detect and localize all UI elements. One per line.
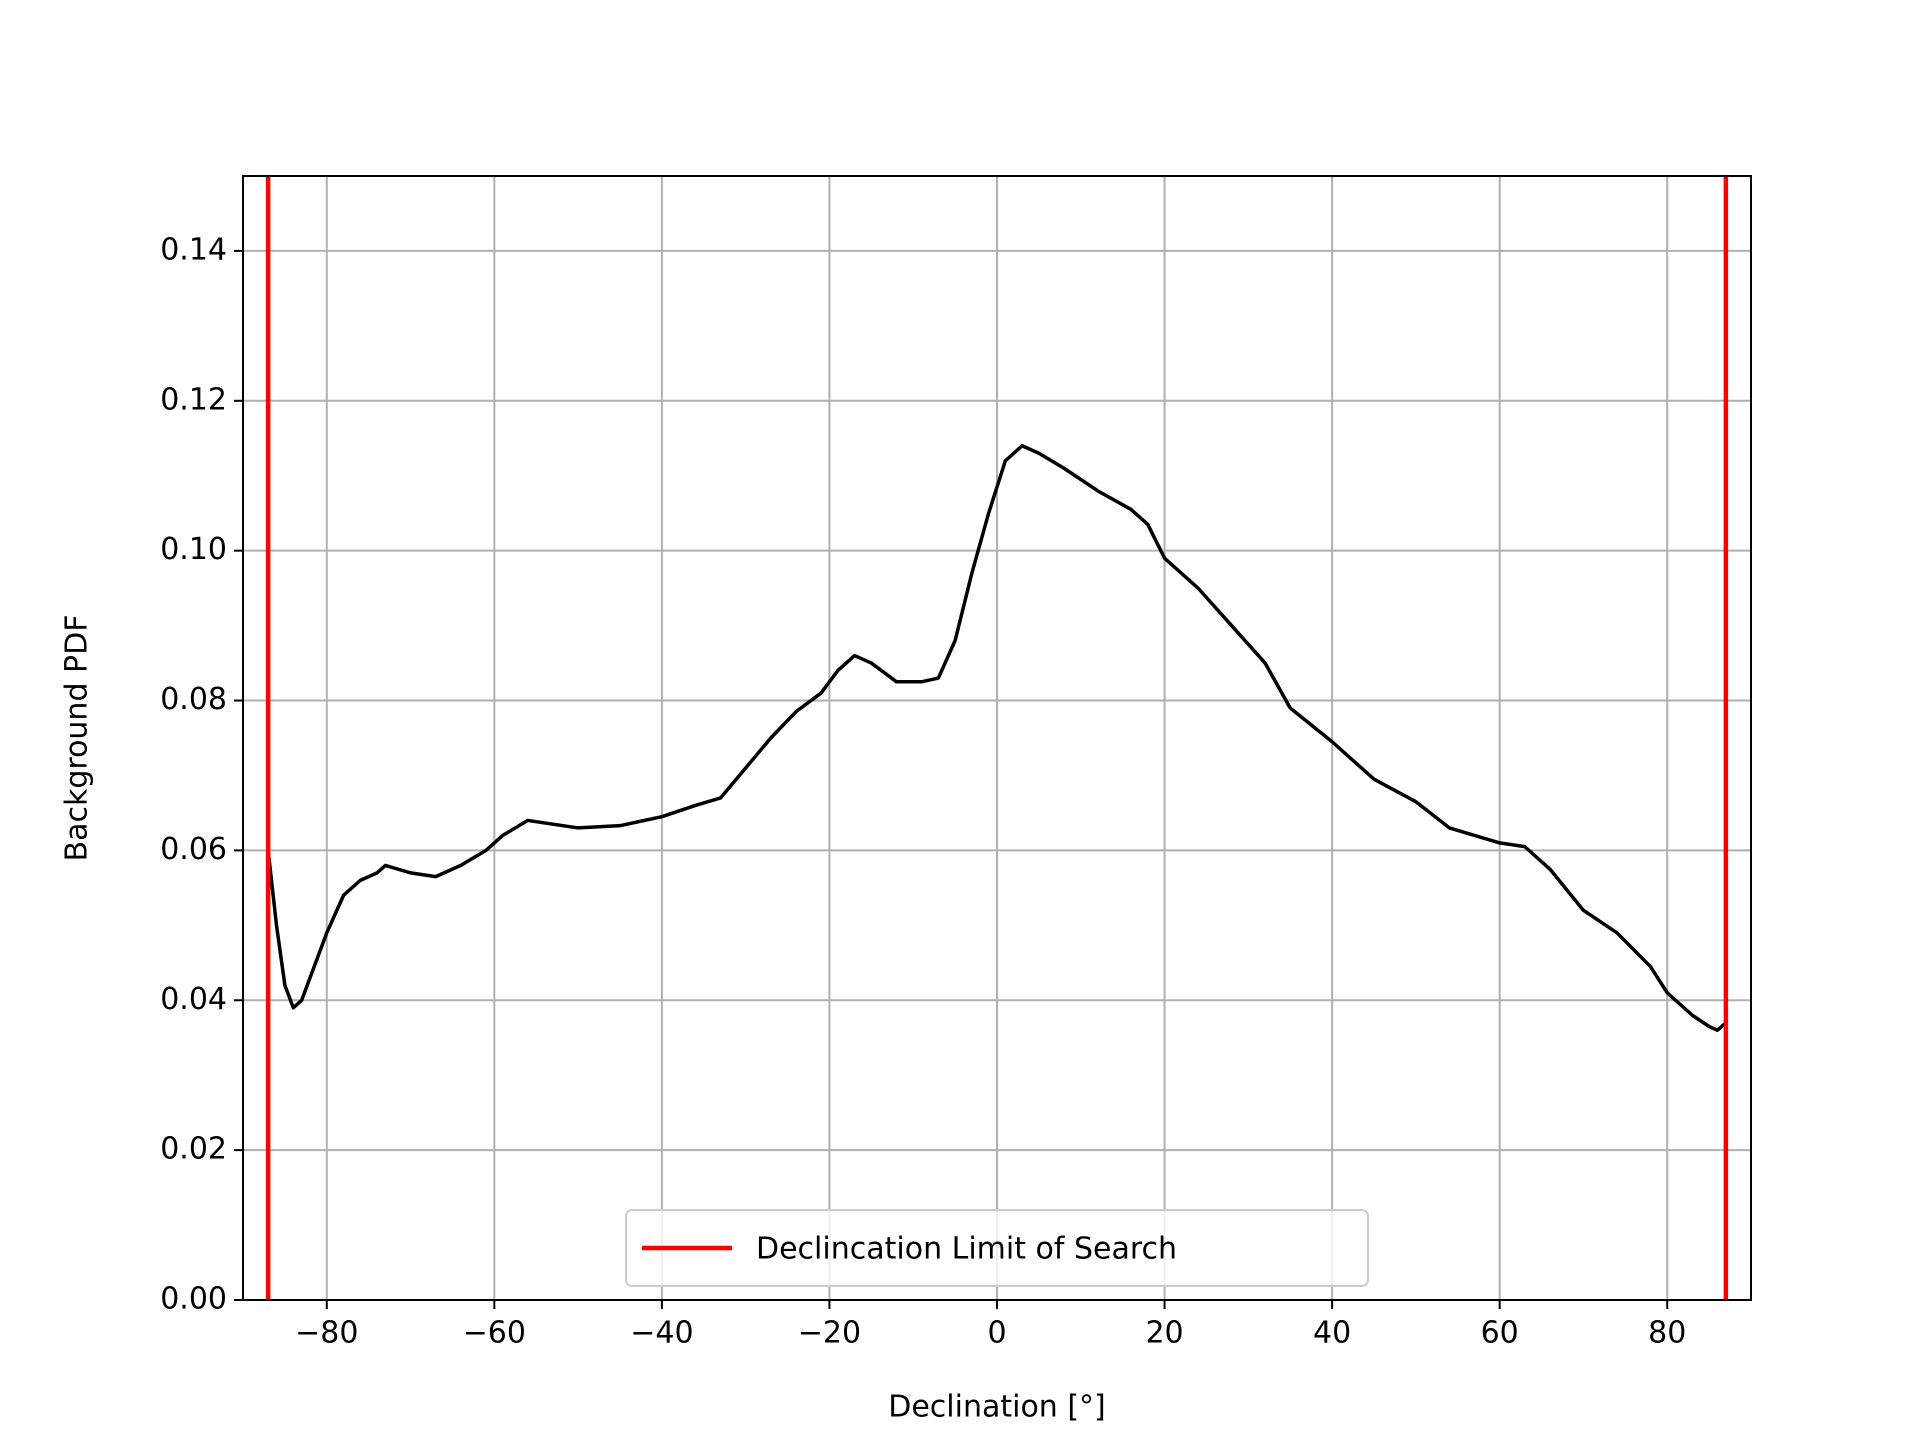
y-tick-label: 0.04 — [160, 982, 227, 1017]
y-tick-label: 0.02 — [160, 1132, 227, 1167]
y-tick-label: 0.14 — [160, 232, 227, 267]
x-tick-label: −60 — [463, 1316, 526, 1351]
legend-label: Declincation Limit of Search — [756, 1232, 1177, 1267]
x-tick-label: −20 — [798, 1316, 861, 1351]
y-tick-label: 0.08 — [160, 682, 227, 717]
x-tick-label: −80 — [295, 1316, 358, 1351]
plot-frame — [242, 175, 1752, 1301]
x-tick-label: 60 — [1481, 1316, 1519, 1351]
legend-box — [625, 1209, 1369, 1287]
x-tick-label: 40 — [1313, 1316, 1351, 1351]
y-axis-label: Background PDF — [60, 615, 95, 862]
x-tick-label: 80 — [1648, 1316, 1686, 1351]
x-tick-label: 20 — [1145, 1316, 1183, 1351]
y-tick-label: 0.10 — [160, 532, 227, 567]
x-axis-label: Declination [°] — [888, 1390, 1106, 1425]
x-tick-label: −40 — [630, 1316, 693, 1351]
x-tick-label: 0 — [987, 1316, 1006, 1351]
y-tick-label: 0.00 — [160, 1282, 227, 1317]
y-tick-label: 0.12 — [160, 382, 227, 417]
y-tick-label: 0.06 — [160, 832, 227, 867]
data-line — [266, 444, 1728, 1032]
